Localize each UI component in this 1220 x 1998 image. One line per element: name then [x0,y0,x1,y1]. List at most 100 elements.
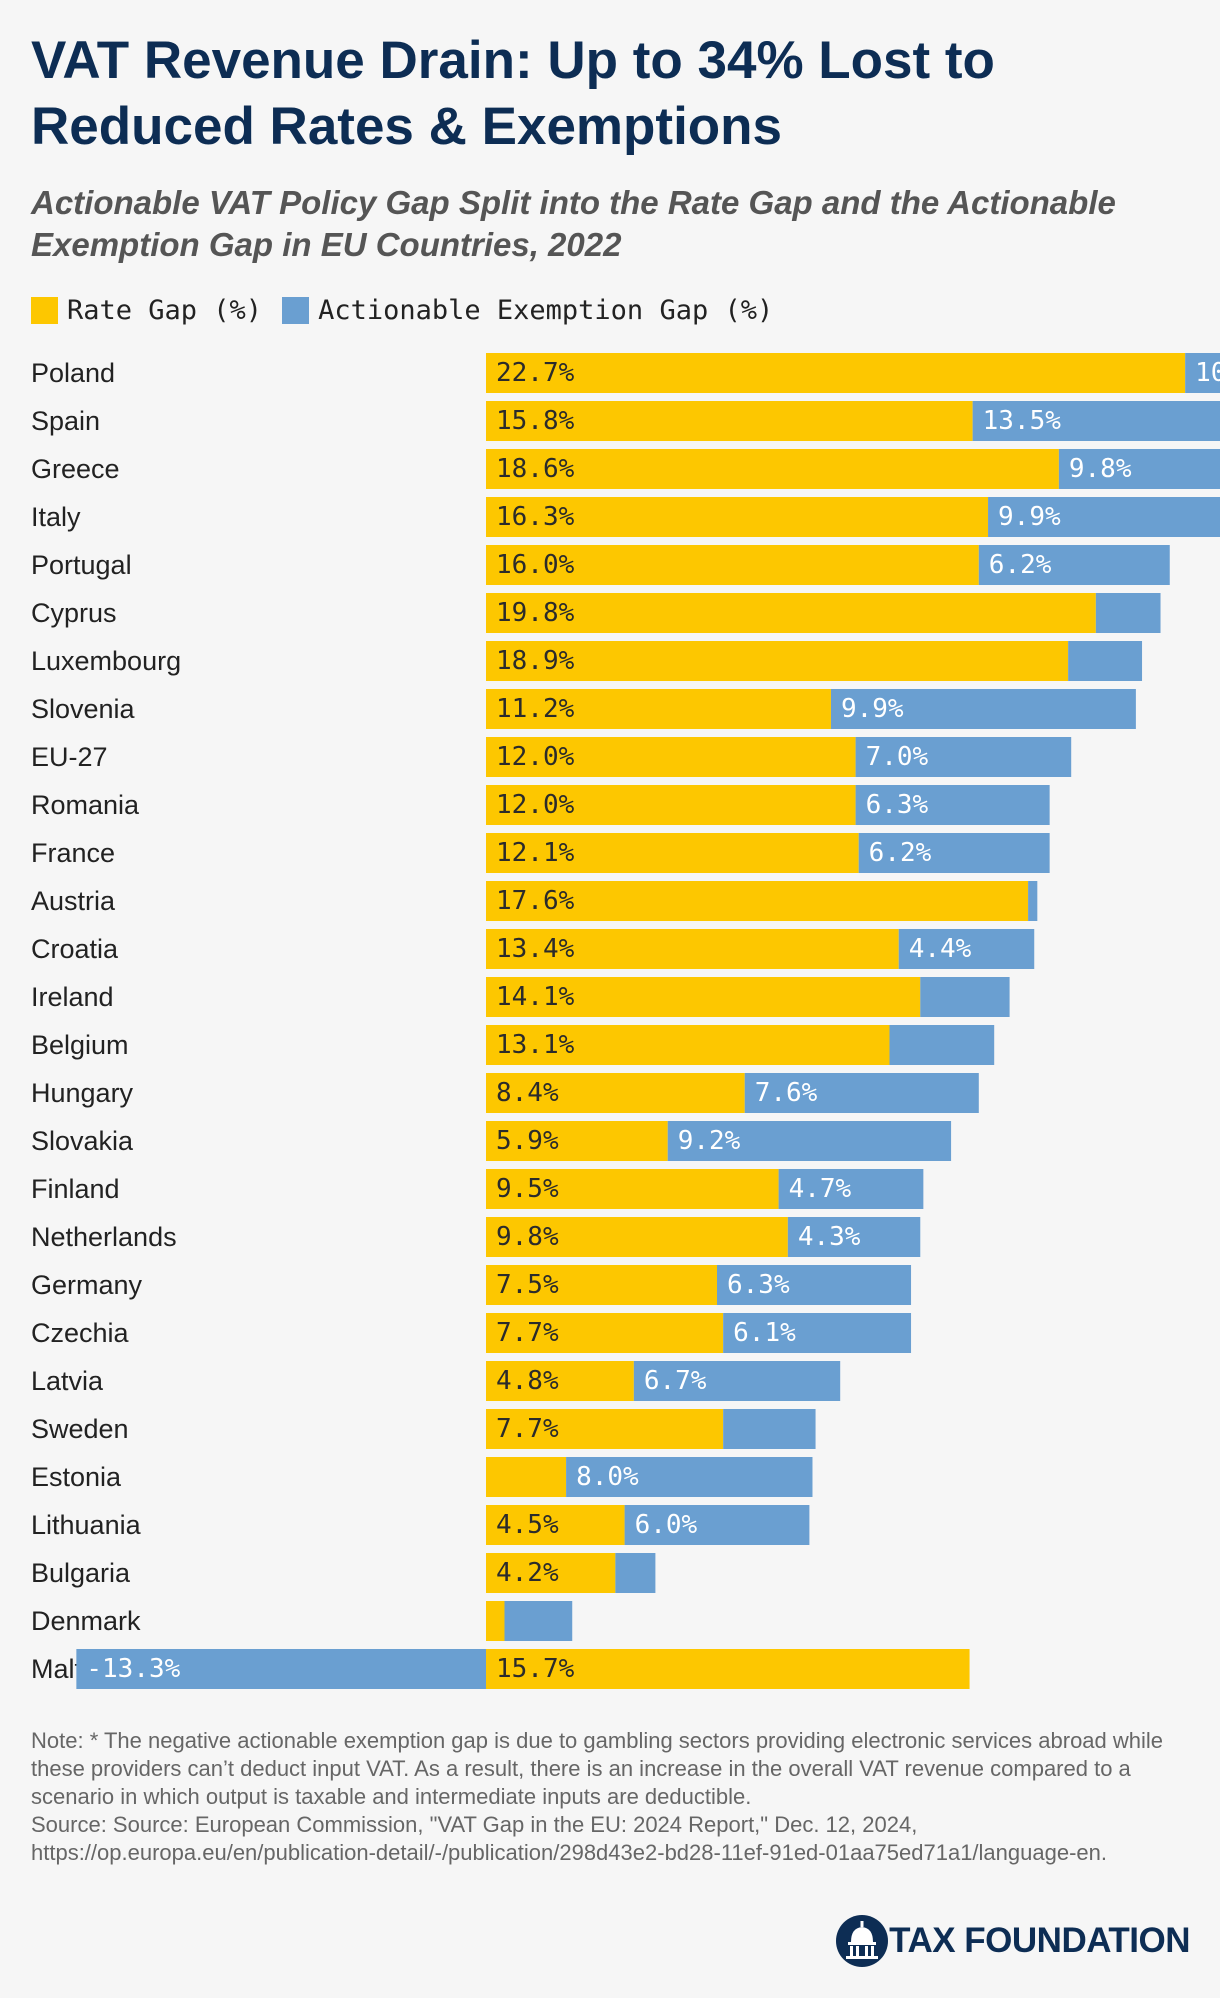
category-label-ireland: Ireland [31,982,114,1012]
data-label-exemption-gap-lithuania: 6.0% [635,1510,698,1540]
bar-chart: Poland 22.7% 10.7% Spain 15.8% 13.5% Greece 18.… [31,353,1220,1689]
data-label-exemption-gap-greece: 9.8% [1069,454,1132,484]
category-label-eu-27: EU-27 [31,742,108,772]
bar-exemption-gap-slovakia [667,1121,952,1161]
data-label-exemption-gap-hungary: 7.6% [755,1078,818,1108]
category-label-italy: Italy [31,502,81,532]
bar-rate-gap-sweden [486,1409,724,1449]
bar-exemption-gap-eu-27 [855,737,1072,777]
data-label-rate-gap-greece: 18.6% [496,454,575,484]
data-label-rate-gap-croatia: 13.4% [496,934,575,964]
category-label-slovenia: Slovenia [31,694,136,724]
data-label-exemption-gap-czechia: 6.1% [733,1318,796,1348]
data-label-rate-gap-romania: 12.0% [496,790,575,820]
data-label-exemption-gap-romania: 6.3% [866,790,929,820]
data-label-exemption-gap-finland: 4.7% [789,1174,852,1204]
bar-exemption-gap-estonia [566,1457,813,1497]
data-label-rate-gap-czechia: 7.7% [496,1318,559,1348]
data-label-rate-gap-slovakia: 5.9% [496,1126,559,1156]
bar-rate-gap-hungary [486,1073,745,1113]
data-label-rate-gap-eu-27: 12.0% [496,742,575,772]
bar-rate-gap-bulgaria [486,1553,616,1593]
data-label-rate-gap-slovenia: 11.2% [496,694,575,724]
category-label-cyprus: Cyprus [31,598,117,628]
capitol-dome-icon [836,1915,889,1967]
data-label-exemption-gap-netherlands: 4.3% [798,1222,861,1252]
bar-exemption-gap-france [858,833,1050,873]
category-label-germany: Germany [31,1270,143,1300]
data-label-rate-gap-spain: 15.8% [496,406,575,436]
legend-label-rate-gap: Rate Gap (%) [67,294,263,326]
legend-swatch-exemption-gap [282,296,310,324]
bar-rate-gap-croatia [486,929,899,969]
bar-rate-gap-greece [486,449,1059,489]
bar-exemption-gap-spain [972,401,1220,441]
data-label-exemption-gap-estonia: 8.0% [576,1462,639,1492]
data-label-exemption-gap-spain: 13.5% [983,406,1062,436]
data-label-rate-gap-austria: 17.6% [496,886,575,916]
data-label-rate-gap-portugal: 16.0% [496,550,575,580]
category-label-poland: Poland [31,358,115,388]
bar-exemption-gap-poland [1185,353,1220,393]
bar-rate-gap-portugal [486,545,979,585]
data-label-rate-gap-hungary: 8.4% [496,1078,559,1108]
bar-exemption-gap-austria [1028,881,1038,921]
bar-rate-gap-denmark [486,1601,505,1641]
bar-rate-gap-slovakia [486,1121,668,1161]
category-label-denmark: Denmark [31,1606,141,1636]
data-label-exemption-gap-malta: -13.3% [86,1654,180,1684]
bar-rate-gap-spain [486,401,973,441]
bar-exemption-gap-sweden [723,1409,816,1449]
footnote: Note: * The negative actionable exemptio… [31,1727,1171,1867]
category-label-latvia: Latvia [31,1366,104,1396]
data-label-exemption-gap-slovakia: 9.2% [678,1126,741,1156]
bar-rate-gap-czechia [486,1313,724,1353]
data-label-rate-gap-ireland: 14.1% [496,982,575,1012]
category-label-slovakia: Slovakia [31,1126,134,1156]
category-label-luxembourg: Luxembourg [31,646,181,676]
category-label-netherlands: Netherlands [31,1222,177,1252]
bar-rate-gap-austria [486,881,1029,921]
data-label-rate-gap-italy: 16.3% [496,502,575,532]
data-label-rate-gap-netherlands: 9.8% [496,1222,559,1252]
data-label-rate-gap-poland: 22.7% [496,358,575,388]
category-label-czechia: Czechia [31,1318,130,1348]
data-label-rate-gap-bulgaria: 4.2% [496,1558,559,1588]
note-text: Note: * The negative actionable exemptio… [31,1728,1164,1809]
data-label-rate-gap-lithuania: 4.5% [496,1510,559,1540]
category-label-belgium: Belgium [31,1030,129,1060]
legend-item-exemption-gap: Actionable Exemption Gap (%) [282,295,773,326]
bar-exemption-gap-portugal [978,545,1170,585]
data-label-exemption-gap-portugal: 6.2% [989,550,1052,580]
category-label-portugal: Portugal [31,550,132,580]
bar-exemption-gap-ireland [920,977,1010,1017]
bar-exemption-gap-malta [76,1649,487,1689]
bar-exemption-gap-greece [1058,449,1220,489]
bar-rate-gap-slovenia [486,689,831,729]
category-label-croatia: Croatia [31,934,119,964]
data-label-rate-gap-sweden: 7.7% [496,1414,559,1444]
data-label-exemption-gap-slovenia: 9.9% [841,694,904,724]
bar-rate-gap-luxembourg [486,641,1069,681]
bar-rate-gap-germany [486,1265,717,1305]
legend-swatch-rate-gap [31,296,58,324]
category-label-sweden: Sweden [31,1414,129,1444]
bar-exemption-gap-latvia [633,1361,841,1401]
bar-exemption-gap-croatia [898,929,1035,969]
bar-rate-gap-finland [486,1169,779,1209]
chart-subtitle: Actionable VAT Policy Gap Split into the… [31,184,1116,263]
bar-rate-gap-netherlands [486,1217,788,1257]
bar-rate-gap-latvia [486,1361,634,1401]
bar-rate-gap-belgium [486,1025,890,1065]
bar-exemption-gap-bulgaria [615,1553,656,1593]
category-label-estonia: Estonia [31,1462,122,1492]
bar-rate-gap-malta [486,1649,970,1689]
data-label-exemption-gap-eu-27: 7.0% [866,742,929,772]
category-label-hungary: Hungary [31,1078,134,1108]
bar-exemption-gap-netherlands [787,1217,921,1257]
data-label-rate-gap-finland: 9.5% [496,1174,559,1204]
bar-rate-gap-estonia [486,1457,567,1497]
bar-exemption-gap-romania [855,785,1050,825]
category-label-spain: Spain [31,406,100,436]
legend-label-exemption-gap: Actionable Exemption Gap (%) [318,294,774,326]
